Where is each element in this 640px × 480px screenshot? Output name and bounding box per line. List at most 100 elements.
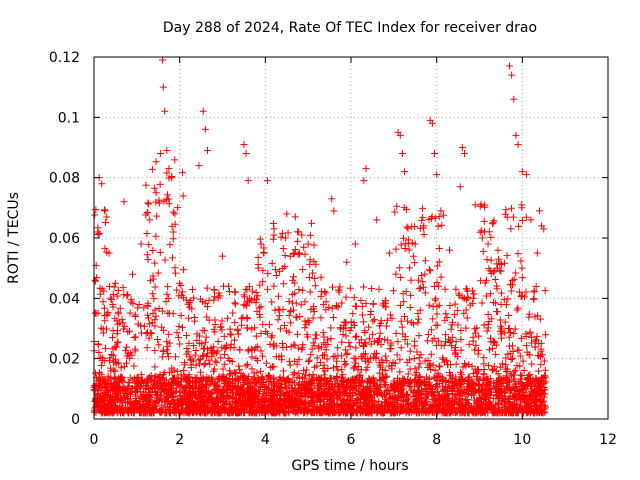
data-point <box>380 299 388 307</box>
data-point <box>96 290 104 298</box>
data-point <box>213 359 221 367</box>
data-point <box>289 407 297 415</box>
data-point <box>205 356 213 364</box>
data-point <box>295 356 303 364</box>
data-point <box>541 403 549 411</box>
data-point <box>360 177 368 185</box>
data-point <box>321 351 329 359</box>
data-point <box>452 349 460 357</box>
data-point <box>356 390 364 398</box>
data-point <box>113 292 121 300</box>
data-point <box>345 405 353 413</box>
data-point <box>242 150 250 158</box>
data-point <box>220 332 228 340</box>
data-point <box>501 318 509 326</box>
data-point <box>113 330 121 338</box>
data-point <box>267 375 275 383</box>
data-point <box>110 406 118 414</box>
data-point <box>259 352 267 360</box>
data-point <box>150 295 158 303</box>
data-point <box>419 213 427 221</box>
data-point <box>510 330 518 338</box>
data-point <box>335 288 343 296</box>
data-point <box>96 405 104 413</box>
data-point <box>206 406 214 414</box>
data-point <box>333 374 341 382</box>
data-point <box>315 343 323 351</box>
data-point <box>382 352 390 360</box>
data-point <box>306 288 314 296</box>
data-point <box>146 407 154 415</box>
data-point <box>502 354 510 362</box>
data-point <box>211 316 219 324</box>
data-point <box>430 392 438 400</box>
data-point <box>490 298 498 306</box>
data-point <box>130 333 138 341</box>
data-point <box>445 409 453 417</box>
data-point <box>191 391 199 399</box>
data-point <box>144 376 152 384</box>
data-point <box>382 373 390 381</box>
data-point <box>381 366 389 374</box>
data-point <box>221 377 229 385</box>
data-point <box>322 388 330 396</box>
data-point <box>252 332 260 340</box>
data-point <box>534 367 542 375</box>
data-point <box>172 353 180 361</box>
data-point <box>456 391 464 399</box>
data-point <box>504 295 512 303</box>
data-point <box>176 388 184 396</box>
data-point <box>311 408 319 416</box>
data-point <box>244 297 252 305</box>
data-point <box>339 330 347 338</box>
data-point <box>218 317 226 325</box>
data-point <box>329 314 337 322</box>
data-point <box>215 374 223 382</box>
data-point <box>98 285 106 293</box>
data-point <box>512 380 520 388</box>
data-point <box>537 361 545 369</box>
data-point <box>91 369 99 377</box>
data-point <box>362 165 370 173</box>
data-point <box>406 380 414 388</box>
data-point <box>199 345 207 353</box>
data-point <box>463 296 471 304</box>
data-point <box>331 352 339 360</box>
data-point <box>179 324 187 332</box>
data-point <box>172 409 180 417</box>
data-point <box>95 348 103 356</box>
data-point <box>183 331 191 339</box>
data-point <box>448 378 456 386</box>
data-point <box>249 407 257 415</box>
data-point <box>352 302 360 310</box>
data-point <box>169 378 177 386</box>
data-point <box>293 360 301 368</box>
data-point <box>411 403 419 411</box>
data-point <box>100 304 108 312</box>
data-point <box>140 408 148 416</box>
data-point <box>397 382 405 390</box>
data-point <box>186 299 194 307</box>
data-point <box>113 382 121 390</box>
data-point <box>368 400 376 408</box>
data-point <box>366 310 374 318</box>
data-point <box>338 338 346 346</box>
data-point <box>148 165 156 173</box>
data-point <box>129 270 137 278</box>
y-tick-label: 0.08 <box>49 171 80 187</box>
y-tick-label: 0.02 <box>49 352 80 368</box>
data-point <box>479 247 487 255</box>
data-point <box>428 119 436 127</box>
data-point <box>124 382 132 390</box>
data-point <box>110 366 118 374</box>
data-point <box>482 276 490 284</box>
data-point <box>145 241 153 249</box>
data-point <box>497 267 505 275</box>
data-point <box>411 240 419 248</box>
data-point <box>192 347 200 355</box>
data-point <box>97 353 105 361</box>
data-point <box>252 354 260 362</box>
data-point <box>242 286 250 294</box>
data-point <box>287 399 295 407</box>
data-point <box>496 316 504 324</box>
